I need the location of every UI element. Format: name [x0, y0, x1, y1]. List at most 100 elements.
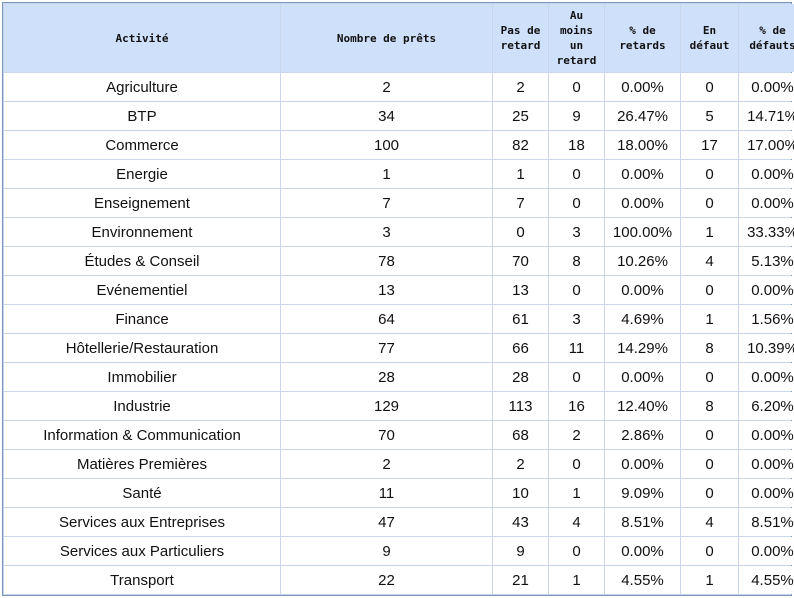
cell-activite: Santé: [4, 479, 280, 507]
cell-nombre-de-prets: 2: [281, 73, 492, 101]
cell-pct-retards: 100.00%: [605, 218, 680, 246]
header-pct-defauts: % de défauts: [739, 4, 794, 72]
cell-au-moins-un-retard: 8: [549, 247, 604, 275]
cell-pct-defauts: 14.71%: [739, 102, 794, 130]
cell-en-defaut: 1: [681, 218, 738, 246]
cell-pct-retards: 8.51%: [605, 508, 680, 536]
cell-en-defaut: 8: [681, 392, 738, 420]
table-row: Evénementiel 13 13 0 0.00% 0 0.00%: [4, 276, 794, 304]
cell-activite: Information & Communication: [4, 421, 280, 449]
header-pas-de-retard: Pas de retard: [493, 4, 548, 72]
table-row: BTP 34 25 9 26.47% 5 14.71%: [4, 102, 794, 130]
cell-pct-defauts: 0.00%: [739, 537, 794, 565]
cell-pct-retards: 10.26%: [605, 247, 680, 275]
cell-nombre-de-prets: 100: [281, 131, 492, 159]
table-row: Services aux Particuliers 9 9 0 0.00% 0 0.00%: [4, 537, 794, 565]
cell-activite: Matières Premières: [4, 450, 280, 478]
cell-pas-de-retard: 28: [493, 363, 548, 391]
cell-en-defaut: 8: [681, 334, 738, 362]
cell-pct-retards: 0.00%: [605, 450, 680, 478]
cell-au-moins-un-retard: 0: [549, 189, 604, 217]
table-row: Matières Premières 2 2 0 0.00% 0 0.00%: [4, 450, 794, 478]
cell-pas-de-retard: 1: [493, 160, 548, 188]
cell-en-defaut: 5: [681, 102, 738, 130]
cell-pct-defauts: 0.00%: [739, 73, 794, 101]
cell-au-moins-un-retard: 0: [549, 73, 604, 101]
cell-au-moins-un-retard: 2: [549, 421, 604, 449]
table-row: Industrie 129 113 16 12.40% 8 6.20%: [4, 392, 794, 420]
cell-en-defaut: 0: [681, 537, 738, 565]
cell-pas-de-retard: 61: [493, 305, 548, 333]
cell-nombre-de-prets: 78: [281, 247, 492, 275]
cell-pas-de-retard: 82: [493, 131, 548, 159]
cell-en-defaut: 0: [681, 450, 738, 478]
cell-pct-retards: 12.40%: [605, 392, 680, 420]
cell-pas-de-retard: 66: [493, 334, 548, 362]
cell-au-moins-un-retard: 18: [549, 131, 604, 159]
table-row: Energie 1 1 0 0.00% 0 0.00%: [4, 160, 794, 188]
header-nombre-de-prets: Nombre de prêts: [281, 4, 492, 72]
cell-nombre-de-prets: 13: [281, 276, 492, 304]
cell-activite: Commerce: [4, 131, 280, 159]
cell-au-moins-un-retard: 4: [549, 508, 604, 536]
cell-activite: Industrie: [4, 392, 280, 420]
cell-activite: Enseignement: [4, 189, 280, 217]
cell-pct-retards: 0.00%: [605, 160, 680, 188]
cell-au-moins-un-retard: 3: [549, 305, 604, 333]
cell-nombre-de-prets: 2: [281, 450, 492, 478]
cell-pas-de-retard: 2: [493, 450, 548, 478]
cell-au-moins-un-retard: 9: [549, 102, 604, 130]
cell-en-defaut: 0: [681, 160, 738, 188]
cell-pct-defauts: 5.13%: [739, 247, 794, 275]
cell-pas-de-retard: 10: [493, 479, 548, 507]
cell-au-moins-un-retard: 0: [549, 276, 604, 304]
cell-activite: Agriculture: [4, 73, 280, 101]
header-row: Activité Nombre de prêts Pas de retard A…: [4, 4, 794, 72]
cell-pas-de-retard: 21: [493, 566, 548, 594]
table-row: Services aux Entreprises 47 43 4 8.51% 4 8.51%: [4, 508, 794, 536]
cell-pct-retards: 18.00%: [605, 131, 680, 159]
cell-pct-defauts: 0.00%: [739, 276, 794, 304]
table-row: Finance 64 61 3 4.69% 1 1.56%: [4, 305, 794, 333]
cell-pct-defauts: 6.20%: [739, 392, 794, 420]
cell-pas-de-retard: 9: [493, 537, 548, 565]
cell-pct-defauts: 0.00%: [739, 160, 794, 188]
cell-pct-retards: 0.00%: [605, 537, 680, 565]
cell-pas-de-retard: 0: [493, 218, 548, 246]
cell-en-defaut: 0: [681, 421, 738, 449]
cell-au-moins-un-retard: 0: [549, 537, 604, 565]
cell-nombre-de-prets: 28: [281, 363, 492, 391]
cell-pct-defauts: 10.39%: [739, 334, 794, 362]
table-header: Activité Nombre de prêts Pas de retard A…: [4, 4, 794, 72]
cell-nombre-de-prets: 3: [281, 218, 492, 246]
table-row: Information & Communication 70 68 2 2.86% 0 0.…: [4, 421, 794, 449]
cell-au-moins-un-retard: 1: [549, 479, 604, 507]
cell-activite: Services aux Particuliers: [4, 537, 280, 565]
cell-en-defaut: 1: [681, 305, 738, 333]
cell-pas-de-retard: 25: [493, 102, 548, 130]
cell-nombre-de-prets: 129: [281, 392, 492, 420]
cell-au-moins-un-retard: 0: [549, 363, 604, 391]
cell-activite: Environnement: [4, 218, 280, 246]
cell-pct-defauts: 0.00%: [739, 421, 794, 449]
cell-au-moins-un-retard: 3: [549, 218, 604, 246]
cell-pct-retards: 0.00%: [605, 189, 680, 217]
cell-activite: Energie: [4, 160, 280, 188]
header-en-defaut: En défaut: [681, 4, 738, 72]
table-row: Immobilier 28 28 0 0.00% 0 0.00%: [4, 363, 794, 391]
cell-en-defaut: 4: [681, 508, 738, 536]
cell-pct-defauts: 8.51%: [739, 508, 794, 536]
cell-nombre-de-prets: 34: [281, 102, 492, 130]
cell-pct-retards: 9.09%: [605, 479, 680, 507]
cell-au-moins-un-retard: 0: [549, 160, 604, 188]
cell-activite: Finance: [4, 305, 280, 333]
cell-en-defaut: 0: [681, 363, 738, 391]
table-row: Agriculture 2 2 0 0.00% 0 0.00%: [4, 73, 794, 101]
cell-activite: Evénementiel: [4, 276, 280, 304]
cell-pct-defauts: 0.00%: [739, 479, 794, 507]
cell-pct-defauts: 4.55%: [739, 566, 794, 594]
cell-en-defaut: 0: [681, 73, 738, 101]
table-row: Transport 22 21 1 4.55% 1 4.55%: [4, 566, 794, 594]
cell-pas-de-retard: 13: [493, 276, 548, 304]
